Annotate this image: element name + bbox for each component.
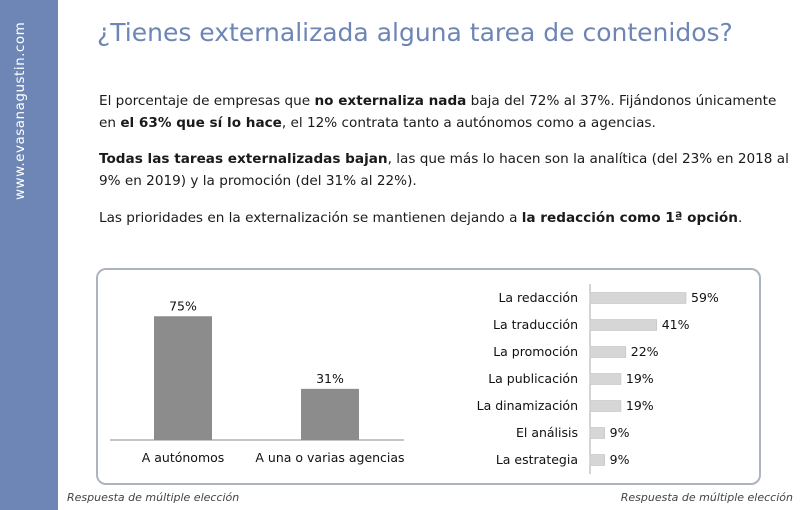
- page-title: ¿Tienes externalizada alguna tarea de co…: [97, 18, 733, 47]
- category-label: La estrategia: [496, 452, 578, 467]
- p1-text-1: El porcentaje de empresas que: [99, 93, 315, 109]
- category-label: La dinamización: [477, 398, 578, 413]
- bar-value-label: 19%: [626, 398, 654, 413]
- p3-text-1: Las prioridades en la externalización se…: [99, 210, 522, 226]
- bar: [589, 373, 622, 385]
- bar-value-label: 19%: [626, 371, 654, 386]
- sidebar: www.evasanagustin.com: [0, 0, 58, 510]
- bar-value-label: 75%: [169, 298, 197, 313]
- bar-value-label: 9%: [610, 452, 630, 467]
- bar-value-label: 31%: [316, 371, 344, 386]
- category-label: La traducción: [493, 317, 578, 332]
- p3-text-2: .: [737, 210, 743, 226]
- category-label: El análisis: [516, 425, 578, 440]
- p2-text-1: , las que más lo hacen son la analítica …: [99, 151, 789, 189]
- category-label: La promoción: [493, 344, 578, 359]
- category-label: La publicación: [488, 371, 578, 386]
- bar: [589, 400, 622, 412]
- bar-value-label: 22%: [631, 344, 659, 359]
- bar: [589, 454, 605, 466]
- p2-bold-1: Todas las tareas externalizadas bajan: [99, 151, 388, 167]
- p1-bold-1: no externaliza nada: [314, 93, 467, 109]
- category-label: A una o varias agencias: [255, 450, 404, 465]
- horizontal-bar-chart: La redacción 59% La traducción 41% La promoc…: [477, 284, 719, 474]
- bar-value-label: 41%: [662, 317, 690, 332]
- paragraph-outsourcing-share: El porcentaje de empresas que no externa…: [99, 90, 789, 134]
- p3-bold-1: la redacción como 1ª opción: [521, 210, 738, 226]
- category-label: A autónomos: [142, 450, 225, 465]
- p1-bold-2: el 63% que sí lo hace: [120, 115, 282, 131]
- paragraph-priorities: Las prioridades en la externalización se…: [99, 207, 789, 229]
- bar: [154, 316, 212, 440]
- bar-value-label: 59%: [691, 290, 719, 305]
- bar: [589, 346, 627, 358]
- category-label: La redacción: [498, 290, 578, 305]
- bar: [301, 388, 359, 440]
- bar: [589, 319, 658, 331]
- sidebar-brand-url: www.evasanagustin.com: [12, 21, 28, 200]
- p1-text-2: baja del 72% al 37%. Fijándonos únicamen…: [99, 93, 777, 131]
- footnote-left: Respuesta de múltiple elección: [67, 491, 240, 504]
- paragraph-tasks-decrease: Todas las tareas externalizadas bajan, l…: [99, 148, 789, 192]
- p1-text-3: , el 12% contrata tanto a autónomos como…: [281, 115, 656, 131]
- bar: [589, 292, 687, 304]
- footnote-right: Respuesta de múltiple elección: [620, 491, 793, 504]
- bar: [589, 427, 605, 439]
- bar-value-label: 9%: [610, 425, 630, 440]
- chart-panel: 75% A autónomos 31% A una o varias agencias…: [96, 268, 761, 485]
- vertical-bar-chart: 75% A autónomos 31% A una o varias agencias: [110, 298, 405, 465]
